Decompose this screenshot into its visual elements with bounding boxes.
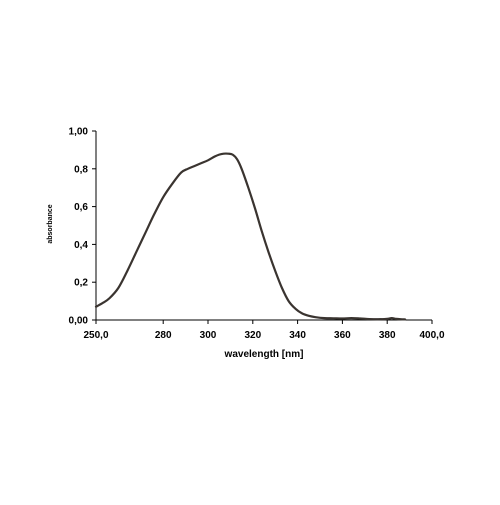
tick-marks: [92, 130, 433, 324]
x-tick-label: 360: [334, 330, 351, 341]
series-group: [94, 152, 407, 321]
x-tick-label: 280: [155, 330, 172, 341]
x-tick-label: 400,0: [419, 330, 444, 341]
y-tick-label: 0,00: [69, 316, 89, 327]
axes: [95, 131, 432, 321]
x-tick-label: 320: [244, 330, 261, 341]
x-tick-label: 340: [289, 330, 306, 341]
y-axis-label: absorbance: [47, 204, 54, 243]
absorbance-series-line: [94, 152, 407, 321]
y-tick-label: 0,4: [74, 240, 88, 251]
y-tick-label: 0,6: [74, 202, 88, 213]
y-tick-label: 0,8: [74, 164, 88, 175]
y-tick-label: 0,2: [74, 278, 88, 289]
y-tick-label: 1,00: [69, 127, 89, 138]
x-axis-label: wavelength [nm]: [224, 349, 304, 360]
x-tick-label: 300: [200, 330, 217, 341]
x-tick-label: 380: [379, 330, 396, 341]
tick-labels: 0,00 0,2 0,4 0,6 0,8 1,00 250,0 280 300 320 340 360…: [69, 127, 445, 342]
x-tick-label: 250,0: [83, 330, 108, 341]
